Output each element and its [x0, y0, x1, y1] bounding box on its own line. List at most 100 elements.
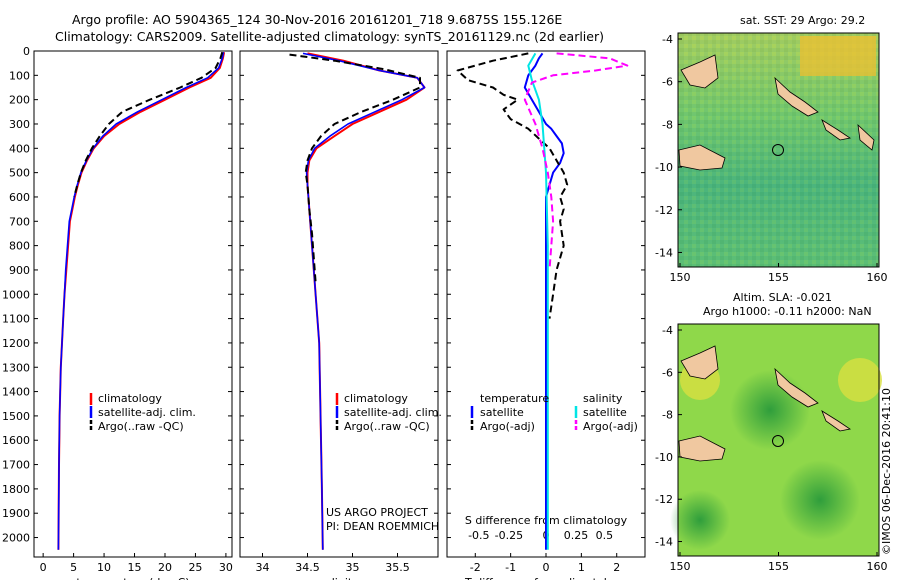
land-new-britain [680, 54, 719, 89]
depth-tick-label: 1500 [2, 410, 30, 423]
depth-tick-label: 1600 [2, 434, 30, 447]
salinity-panel: 34 34.5 35 35.5 salinity [239, 50, 439, 580]
temperature-panel: 0 5 10 15 20 25 30 temperature (deg C) [33, 50, 233, 580]
plot-frame [239, 50, 439, 558]
x-tick-label: 0 [543, 561, 550, 574]
legend-label-t-satellite: satellite [480, 406, 524, 419]
x-tick-label: 34 [256, 561, 270, 574]
lat-tick-label: -12 [655, 204, 673, 217]
x-tick-label: 10 [97, 561, 111, 574]
lat-tick-label: -10 [655, 161, 673, 174]
lat-tick-label: -12 [655, 493, 673, 506]
land-bougainville [774, 76, 819, 117]
header-line-2: Climatology: CARS2009. Satellite-adjuste… [55, 29, 604, 44]
lat-tick-label: -6 [662, 76, 673, 89]
depth-tick-label: 100 [9, 69, 30, 82]
depth-tick-label: 600 [9, 191, 30, 204]
sla-map-title-2: Argo h1000: -0.11 h2000: NaN [703, 305, 872, 318]
x-tick-label: 34.5 [295, 561, 320, 574]
legend-label-s-satellite: satellite [583, 406, 627, 419]
sst-ticks: -4 -6 -8 -10 -12 -14 150 155 160 [655, 33, 887, 284]
x-tick-label: 35 [346, 561, 360, 574]
legend-title-salinity: salinity [583, 392, 623, 405]
plot-frame [33, 50, 233, 558]
legend-label-t-argo: Argo(-adj) [480, 420, 535, 433]
depth-tick-label: 200 [9, 94, 30, 107]
depth-tick-label: 2000 [2, 532, 30, 545]
x-tick-label: -1 [505, 561, 516, 574]
lat-tick-label: -8 [662, 409, 673, 422]
depth-tick-label: 900 [9, 264, 30, 277]
series-line-argo-raw-qc [289, 53, 421, 283]
legend-label-climatology: climatology [98, 392, 162, 405]
depth-tick-label: 1700 [2, 459, 30, 472]
legend-label-climatology: climatology [344, 392, 408, 405]
x-axis-label: T difference from climatology [464, 576, 627, 580]
lon-tick-label: 150 [670, 560, 691, 573]
depth-tick-label: 0 [23, 45, 30, 58]
top-tick-label: 0.5 [596, 529, 614, 542]
series-line-satellite-adj-clim [302, 52, 426, 550]
sla-map-title-1: Altim. SLA: -0.021 [733, 291, 832, 304]
x-axis-label: salinity [319, 576, 359, 580]
series-line-argo-adj [523, 52, 629, 270]
depth-tick-label: 1000 [2, 288, 30, 301]
project-line-2: PI: DEAN ROEMMICH [326, 520, 439, 533]
salinity-legend: climatology satellite-adj. clim. Argo(..… [326, 392, 442, 533]
lat-tick-label: -4 [662, 33, 673, 46]
lon-tick-label: 150 [670, 271, 691, 284]
legend-label-satellite: satellite-adj. clim. [344, 406, 442, 419]
difference-panel: -2-1012T difference from climatologyS di… [446, 50, 646, 580]
land-png-tip [678, 144, 726, 171]
depth-tick-label: 1300 [2, 361, 30, 374]
depth-tick-label: 1400 [2, 386, 30, 399]
lon-tick-label: 160 [867, 271, 888, 284]
sst-map: sat. SST: 29 Argo: 29.2 -4 -6 -8 -10 -12 -14 1… [655, 14, 887, 284]
sla-high-blob [838, 358, 882, 402]
depth-axis: 0 100 200 300 400 500 600 700 800 900 1000 1100 1200… [2, 45, 30, 545]
x-tick-label: 25 [188, 561, 202, 574]
lat-tick-label: -14 [655, 246, 673, 259]
series-line-argo-adj [456, 52, 569, 319]
top-tick-label: 0.25 [564, 529, 589, 542]
x-tick-label: 35.5 [385, 561, 410, 574]
legend-label-argo: Argo(..raw -QC) [98, 420, 184, 433]
depth-tick-label: 1100 [2, 313, 30, 326]
sla-map: Altim. SLA: -0.021 Argo h1000: -0.11 h20… [655, 291, 887, 573]
sst-map-title: sat. SST: 29 Argo: 29.2 [740, 14, 865, 27]
depth-tick-label: 1200 [2, 337, 30, 350]
top-tick-label: -0.5 [468, 529, 489, 542]
lat-tick-label: -14 [655, 536, 673, 549]
argo-float-marker [772, 435, 784, 447]
depth-tick-label: 400 [9, 142, 30, 155]
depth-tick-label: 700 [9, 215, 30, 228]
lat-tick-label: -8 [662, 118, 673, 131]
land-bougainville [774, 367, 819, 408]
sst-warm-patch [800, 36, 876, 76]
lon-tick-label: 160 [867, 560, 888, 573]
sla-low-blob [670, 490, 730, 550]
depth-tick-label: 1900 [2, 507, 30, 520]
x-axis-label: temperature (deg C) [76, 576, 189, 580]
x-tick-label: 30 [219, 561, 233, 574]
land-solomon-b [857, 123, 875, 151]
legend-title-temperature: temperature [480, 392, 549, 405]
land-solomon-a [821, 119, 852, 141]
sla-ticks: -4 -6 -8 -10 -12 -14 150 155 160 [655, 324, 887, 573]
lat-tick-label: -4 [662, 324, 673, 337]
land-new-britain [680, 345, 719, 380]
depth-tick-label: 300 [9, 118, 30, 131]
series-line-climatology [57, 52, 226, 550]
series-line-satellite [523, 52, 565, 550]
land-solomon-a [821, 410, 852, 432]
lat-tick-label: -10 [655, 451, 673, 464]
x-tick-label: 5 [70, 561, 77, 574]
x-tick-label: 15 [128, 561, 142, 574]
top-tick-label: -0.25 [495, 529, 523, 542]
argo-float-marker [772, 144, 784, 156]
depth-tick-label: 1800 [2, 483, 30, 496]
difference-legend: temperature salinity satellite Argo(-adj… [470, 392, 638, 433]
depth-tick-label: 800 [9, 240, 30, 253]
legend-label-s-argo: Argo(-adj) [583, 420, 638, 433]
